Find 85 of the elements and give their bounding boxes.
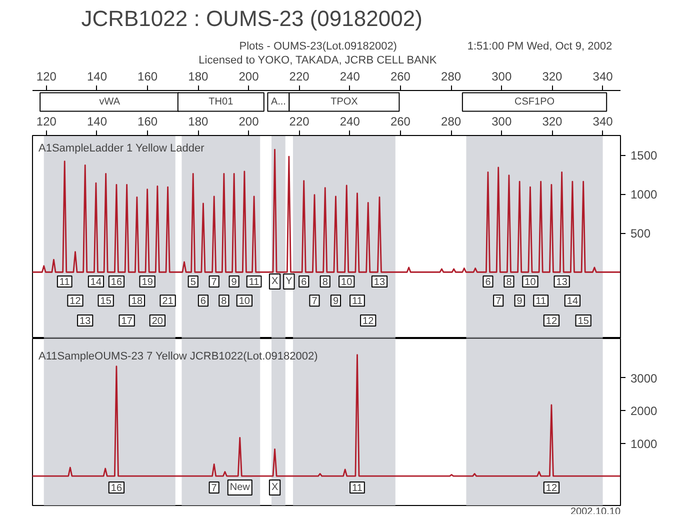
annotation: 7 bbox=[211, 482, 218, 494]
annotation: A11SampleOUMS-23 7 Yellow JCRB1022(Lot.09182002) bbox=[38, 350, 318, 362]
annotation: 8 bbox=[506, 277, 512, 288]
annotation: 11 bbox=[248, 277, 260, 288]
annotation: 10 bbox=[238, 296, 250, 308]
x2-tick-label: 200 bbox=[238, 70, 260, 84]
annotation: A1SampleLadder 1 Yellow Ladder bbox=[38, 142, 205, 154]
x2-tick-label: 340 bbox=[592, 70, 614, 84]
annotation: 14 bbox=[566, 296, 578, 308]
x-tick-label: 340 bbox=[592, 114, 614, 128]
chart-title: JCRB1022 : OUMS-23 (09182002) bbox=[81, 6, 422, 31]
annotation: 19 bbox=[142, 277, 154, 288]
x2-tick-label: 260 bbox=[390, 70, 411, 84]
annotation: 7 bbox=[312, 296, 318, 308]
x-tick-label: 240 bbox=[340, 114, 360, 128]
annotation: 6 bbox=[485, 277, 492, 288]
annotation: X bbox=[271, 482, 278, 493]
annotation: 11 bbox=[536, 296, 546, 308]
band-label: CSF1PO bbox=[514, 96, 555, 108]
annotation: 13 bbox=[80, 316, 92, 328]
x2-tick-label: 240 bbox=[340, 70, 360, 84]
y-tick-label: 2000 bbox=[630, 404, 658, 418]
band-label: A... bbox=[270, 96, 286, 108]
annotation: 15 bbox=[100, 296, 112, 308]
x-tick-label: 320 bbox=[542, 114, 563, 128]
annotation: 10 bbox=[341, 277, 353, 288]
x-tick-label: 280 bbox=[441, 114, 462, 128]
x2-tick-label: 120 bbox=[36, 70, 57, 84]
annotation: 11 bbox=[352, 296, 363, 308]
chart-subtitle: Plots - OUMS-23(Lot.09182002) bbox=[239, 40, 397, 52]
annotation: 7 bbox=[496, 296, 502, 308]
annotation: 7 bbox=[211, 277, 218, 288]
annotation: 16 bbox=[110, 482, 122, 494]
x2-tick-label: 140 bbox=[86, 70, 108, 84]
x2-tick-label: 300 bbox=[492, 70, 512, 84]
annotation: 9 bbox=[516, 296, 523, 308]
annotation: 16 bbox=[110, 277, 122, 288]
band-label: TH01 bbox=[208, 96, 234, 108]
x-tick-label: 120 bbox=[36, 114, 57, 128]
annotation: 21 bbox=[162, 296, 174, 308]
y-tick-label: 500 bbox=[630, 226, 651, 241]
annotation: 20 bbox=[152, 316, 164, 328]
x-tick-label: 140 bbox=[86, 114, 108, 128]
annotation: 14 bbox=[90, 277, 102, 288]
y-tick-label: 3000 bbox=[630, 371, 658, 386]
y-tick-label: 1000 bbox=[630, 188, 658, 202]
annotation: 10 bbox=[524, 277, 536, 288]
x2-tick-label: 180 bbox=[188, 70, 208, 84]
annotation: 8 bbox=[322, 277, 328, 288]
band-label: vWA bbox=[99, 96, 120, 108]
annotation: 13 bbox=[556, 277, 568, 288]
x2-tick-label: 160 bbox=[138, 70, 158, 84]
annotation: 12 bbox=[546, 316, 558, 328]
x2-tick-label: 220 bbox=[289, 70, 310, 84]
x-tick-label: 260 bbox=[390, 114, 411, 128]
x2-tick-label: 320 bbox=[542, 70, 563, 84]
x2-tick-label: 280 bbox=[441, 70, 462, 84]
annotation: 9 bbox=[231, 277, 238, 288]
annotation: 9 bbox=[332, 296, 339, 308]
annotation: 8 bbox=[221, 296, 228, 308]
annotation: 11 bbox=[59, 277, 70, 288]
annotation: 6 bbox=[301, 277, 308, 288]
x-tick-label: 180 bbox=[188, 114, 208, 128]
annotation: 15 bbox=[578, 316, 590, 328]
annotation: 13 bbox=[374, 277, 386, 288]
annotation: 12 bbox=[70, 296, 82, 308]
band-label: TPOX bbox=[330, 96, 358, 108]
text: Licensed to YOKO, TAKADA, JCRB CELL BANK bbox=[198, 54, 438, 66]
text: 1:51:00 PM Wed, Oct 9, 2002 bbox=[467, 40, 612, 52]
x-tick-label: 160 bbox=[138, 114, 158, 128]
annotation: 12 bbox=[362, 316, 374, 328]
annotation: New bbox=[230, 482, 251, 493]
x-tick-label: 220 bbox=[289, 114, 310, 128]
y-tick-label: 1500 bbox=[630, 148, 658, 163]
annotation: 6 bbox=[200, 296, 206, 308]
annotation: 12 bbox=[546, 482, 558, 494]
annotation: X bbox=[271, 276, 278, 288]
y-tick-label: 1000 bbox=[630, 436, 658, 451]
x-tick-label: 300 bbox=[492, 114, 512, 128]
annotation: 11 bbox=[352, 482, 363, 494]
annotation: 18 bbox=[131, 296, 143, 308]
annotation: Y bbox=[286, 276, 293, 288]
annotation: 17 bbox=[121, 316, 133, 328]
x-tick-label: 200 bbox=[238, 114, 260, 128]
annotation: 5 bbox=[190, 277, 196, 288]
